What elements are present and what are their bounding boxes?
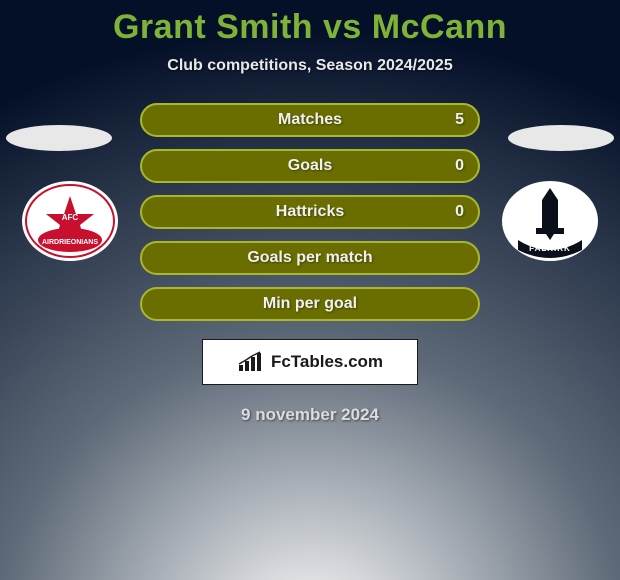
stat-value-right: 0 bbox=[455, 203, 464, 221]
stat-row-matches: Matches 5 bbox=[140, 103, 480, 137]
page-title: Grant Smith vs McCann bbox=[0, 8, 620, 47]
stat-row-goals: Goals 0 bbox=[140, 149, 480, 183]
stat-row-hattricks: Hattricks 0 bbox=[140, 195, 480, 229]
date-text: 9 november 2024 bbox=[0, 405, 620, 425]
stat-label: Goals bbox=[288, 157, 332, 175]
stat-list: Matches 5 Goals 0 Hattricks 0 Goals per … bbox=[0, 103, 620, 321]
stat-row-min-per-goal: Min per goal bbox=[140, 287, 480, 321]
bar-chart-icon bbox=[237, 351, 265, 373]
stat-label: Goals per match bbox=[247, 249, 372, 267]
stat-label: Hattricks bbox=[276, 203, 344, 221]
stat-label: Min per goal bbox=[263, 295, 357, 313]
stat-value-right: 0 bbox=[455, 157, 464, 175]
brand-box: FcTables.com bbox=[202, 339, 418, 385]
stat-value-right: 5 bbox=[455, 111, 464, 129]
stat-label: Matches bbox=[278, 111, 342, 129]
stat-row-goals-per-match: Goals per match bbox=[140, 241, 480, 275]
page-subtitle: Club competitions, Season 2024/2025 bbox=[0, 57, 620, 75]
brand-text: FcTables.com bbox=[271, 352, 383, 372]
